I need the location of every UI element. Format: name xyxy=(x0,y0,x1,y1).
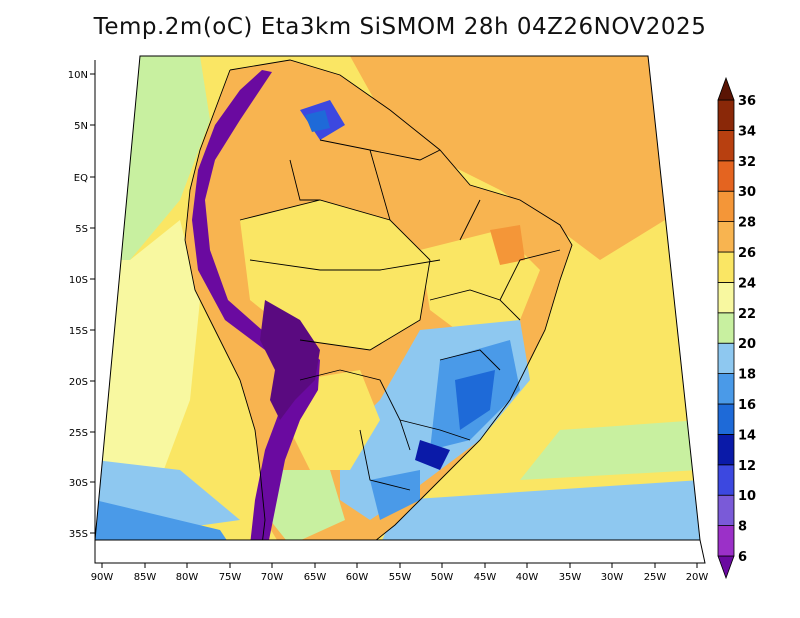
lat-label: 20S xyxy=(69,377,88,388)
colorbar-label: 24 xyxy=(738,276,756,291)
colorbar-label: 12 xyxy=(738,459,756,474)
colorbar: 6 8 10 12 14 16 18 20 22 24 26 28 30 32 34 36 xyxy=(717,76,756,580)
colorbar-segment xyxy=(717,373,735,405)
colorbar-label: 18 xyxy=(738,368,756,383)
colorbar-label: 26 xyxy=(738,246,756,261)
colorbar-label: 36 xyxy=(738,94,756,109)
colorbar-segment xyxy=(717,403,735,435)
temperature-field xyxy=(95,56,700,540)
lon-label: 25W xyxy=(644,572,667,583)
lon-label: 75W xyxy=(219,572,242,583)
lon-label: 70W xyxy=(261,572,284,583)
political-borders xyxy=(184,59,573,540)
lat-label: 10S xyxy=(69,275,88,286)
lat-label: 30S xyxy=(69,478,88,489)
lat-label: 15S xyxy=(69,326,88,337)
lon-label: 55W xyxy=(389,572,412,583)
lat-label: 25S xyxy=(69,428,88,439)
colorbar-label: 8 xyxy=(738,520,747,535)
lon-label: 20W xyxy=(686,572,709,583)
lon-tick-labels: 90W 85W 80W 75W 70W 65W 60W 55W 50W 45W … xyxy=(91,572,709,583)
colorbar-segment xyxy=(717,160,735,192)
lon-label: 60W xyxy=(346,572,369,583)
colorbar-segment xyxy=(717,221,735,253)
colorbar-label: 34 xyxy=(738,124,756,139)
colorbar-label: 16 xyxy=(738,398,756,413)
lon-label: 35W xyxy=(559,572,582,583)
lat-label: 5N xyxy=(74,121,88,132)
colorbar-label: 30 xyxy=(738,185,756,200)
colorbar-segment xyxy=(717,525,735,557)
map-title: Temp.2m(oC) Eta3km SiSMOM 28h 04Z26NOV20… xyxy=(93,14,707,40)
colorbar-segment xyxy=(717,312,735,344)
lat-ticks xyxy=(90,73,95,534)
colorbar-segment xyxy=(717,190,735,222)
colorbar-segment xyxy=(717,251,735,283)
lon-label: 40W xyxy=(516,572,539,583)
lat-label: 10N xyxy=(68,70,88,81)
colorbar-segment xyxy=(717,99,735,131)
colorbar-segment xyxy=(717,76,735,101)
colorbar-segment xyxy=(717,433,735,466)
lon-label: 65W xyxy=(304,572,327,583)
colorbar-segment xyxy=(717,555,735,580)
colorbar-segment xyxy=(717,342,735,375)
lat-tick-labels: 10N 5N EQ 5S 10S 15S 20S 25S 30S 35S xyxy=(68,70,88,540)
colorbar-label: 28 xyxy=(738,216,756,231)
colorbar-label: 6 xyxy=(738,550,747,565)
colorbar-label: 20 xyxy=(738,337,756,352)
colorbar-label: 10 xyxy=(738,489,756,504)
colorbar-segment xyxy=(717,129,735,162)
lat-label: EQ xyxy=(74,173,88,184)
colorbar-segment xyxy=(717,494,735,527)
lon-label: 50W xyxy=(431,572,454,583)
lon-label: 80W xyxy=(176,572,199,583)
colorbar-segment xyxy=(717,464,735,496)
lon-label: 90W xyxy=(91,572,114,583)
lat-label: 5S xyxy=(75,224,88,235)
colorbar-label: 32 xyxy=(738,155,756,170)
colorbar-label: 14 xyxy=(738,428,756,443)
lon-label: 45W xyxy=(474,572,497,583)
lon-label: 85W xyxy=(134,572,157,583)
colorbar-label: 22 xyxy=(738,307,756,322)
colorbar-segment xyxy=(717,281,735,314)
lon-ticks xyxy=(101,563,698,568)
lat-label: 35S xyxy=(69,529,88,540)
lon-label: 30W xyxy=(601,572,624,583)
